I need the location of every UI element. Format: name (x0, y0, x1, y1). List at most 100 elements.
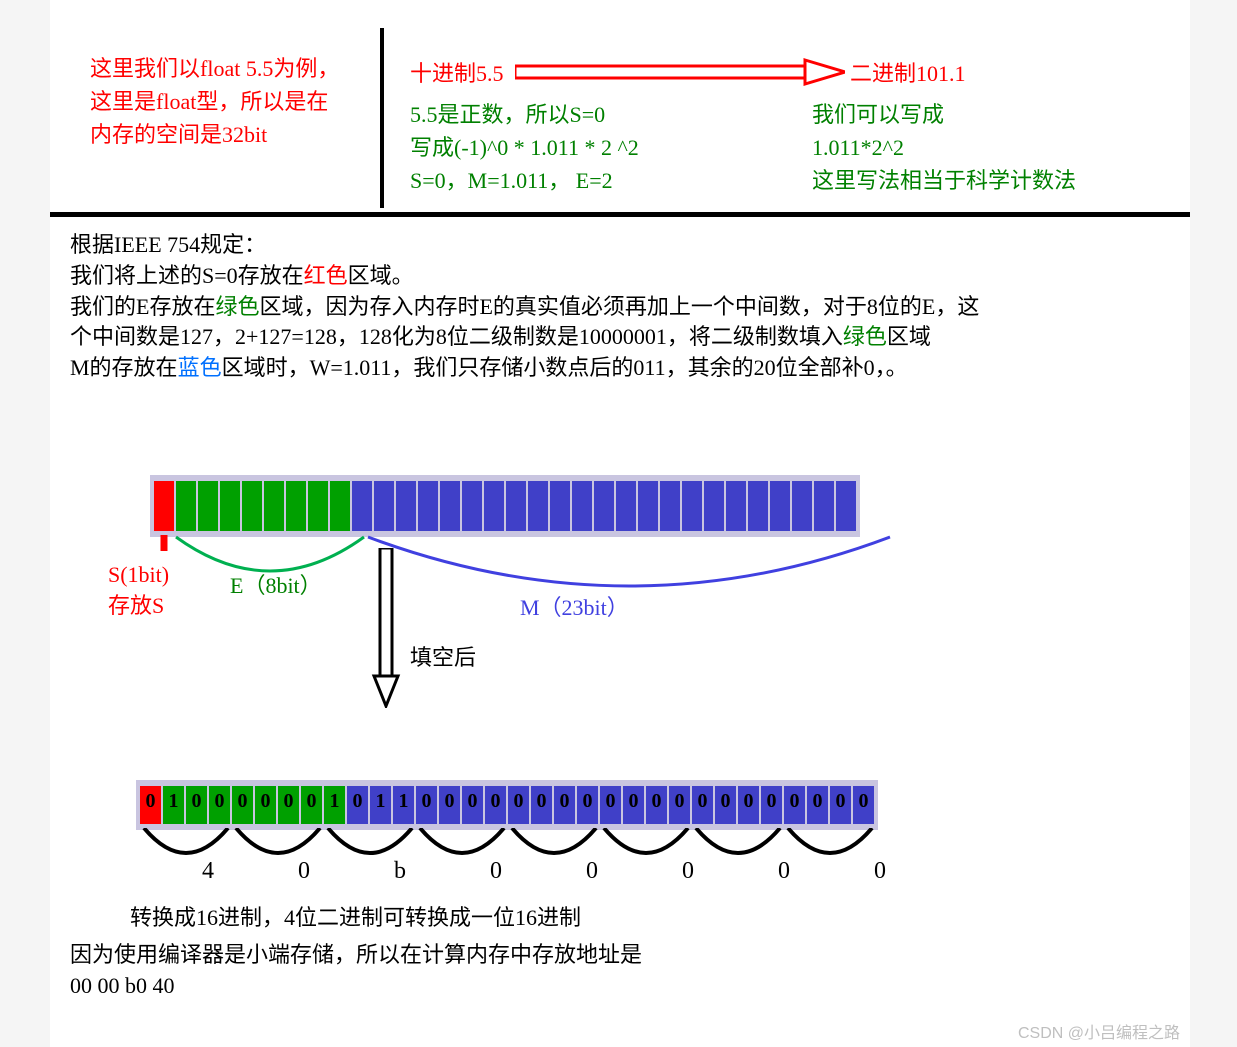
bit-cell: 0 (830, 786, 851, 824)
conversion-arrow-icon (515, 58, 845, 88)
bit-cell (352, 481, 372, 531)
bit-layout-diagram (150, 475, 860, 537)
hex-digit: 0 (544, 858, 640, 885)
bit-cell: 0 (232, 786, 253, 824)
m-bit-label: M（23bit） (520, 590, 629, 622)
bit-value: 0 (715, 790, 736, 813)
bit-value: 0 (669, 790, 690, 813)
bit-value: 0 (439, 790, 460, 813)
bottom-line-3: 00 00 b0 40 (70, 973, 175, 998)
bit-cell (726, 481, 746, 531)
vertical-divider (380, 28, 384, 208)
hex-digit: 0 (256, 858, 352, 885)
hex-digit: 0 (640, 858, 736, 885)
bit-value: 0 (692, 790, 713, 813)
s-label-1: S(1bit) (108, 560, 169, 591)
bit-value: 0 (761, 790, 782, 813)
bit-cell (704, 481, 724, 531)
p3b-green: 绿色 (215, 294, 259, 319)
bit-cell (154, 481, 174, 531)
mid-line-3: S=0，M=1.011， E=2 (410, 164, 639, 197)
bit-cell: 0 (646, 786, 667, 824)
bit-cell: 1 (370, 786, 391, 824)
bit-cell: 0 (439, 786, 460, 824)
bit-value: 1 (163, 790, 184, 813)
bit-cell (330, 481, 350, 531)
hex-conversion-note: 转换成16进制，4位二进制可转换成一位16进制 (130, 900, 581, 932)
bit-cell (638, 481, 658, 531)
p3e: 区域 (887, 324, 931, 349)
fill-after-label: 填空后 (410, 640, 476, 672)
hex-digit: 0 (736, 858, 832, 885)
right-line-3: 这里写法相当于科学计数法 (812, 164, 1076, 197)
p4a: M的存放在 (70, 355, 178, 380)
p3a: 我们的E存放在 (70, 294, 215, 319)
p3d-green: 绿色 (843, 324, 887, 349)
bit-cell (440, 481, 460, 531)
p2a: 我们将上述的S=0存放在 (70, 263, 304, 288)
bit-value: 1 (370, 790, 391, 813)
bit-value: 0 (807, 790, 828, 813)
bit-cell: 0 (186, 786, 207, 824)
right-line-1: 我们可以写成 (812, 98, 1076, 131)
decimal-title: 十进制5.5 (410, 56, 504, 88)
bit-cell: 0 (577, 786, 598, 824)
bit-value: 0 (738, 790, 759, 813)
right-line-2: 1.011*2^2 (812, 131, 1076, 164)
mid-line-2: 写成(-1)^0 * 1.011 * 2 ^2 (410, 131, 639, 164)
bit-value: 1 (324, 790, 345, 813)
horizontal-divider (50, 212, 1190, 217)
bit-cell: 0 (853, 786, 874, 824)
bit-cell: 0 (692, 786, 713, 824)
bit-cell: 0 (209, 786, 230, 824)
hex-digit: 4 (160, 858, 256, 885)
bit-value: 0 (830, 790, 851, 813)
bit-cell (418, 481, 438, 531)
bit-cell (286, 481, 306, 531)
bit-value: 0 (186, 790, 207, 813)
s-label-2: 存放S (108, 591, 169, 622)
bit-cell: 0 (347, 786, 368, 824)
bit-cell: 0 (531, 786, 552, 824)
p2b-red: 红色 (304, 263, 348, 288)
bit-cell (264, 481, 284, 531)
bit-value: 0 (485, 790, 506, 813)
bit-cell (176, 481, 196, 531)
bit-cell (814, 481, 834, 531)
bit-cell (220, 481, 240, 531)
bit-cell: 0 (738, 786, 759, 824)
bit-value: 0 (508, 790, 529, 813)
little-endian-note: 因为使用编译器是小端存储，所以在计算内存中存放地址是 00 00 b0 40 (70, 940, 642, 1002)
bit-cell: 0 (554, 786, 575, 824)
left-description: 这里我们以float 5.5为例，这里是float型，所以是在内存的空间是32b… (90, 28, 350, 198)
bit-cell (484, 481, 504, 531)
bit-cell: 0 (462, 786, 483, 824)
e-bit-label: E（8bit） (230, 568, 322, 600)
bit-cell: 0 (784, 786, 805, 824)
bit-cell: 1 (393, 786, 414, 824)
bit-cell (682, 481, 702, 531)
mid-formula-lines: 5.5是正数，所以S=0 写成(-1)^0 * 1.011 * 2 ^2 S=0… (410, 98, 639, 197)
bit-value: 0 (600, 790, 621, 813)
bit-cell: 0 (255, 786, 276, 824)
bit-cell: 0 (600, 786, 621, 824)
bottom-line-2: 因为使用编译器是小端存储，所以在计算内存中存放地址是 (70, 942, 642, 967)
bit-value: 0 (416, 790, 437, 813)
bit-cell (572, 481, 592, 531)
bit-value: 0 (347, 790, 368, 813)
hex-digit-row: 40b00000 (160, 858, 928, 885)
bit-value: 0 (554, 790, 575, 813)
p1: 根据IEEE 754规定： (70, 232, 266, 257)
bit-cell (836, 481, 856, 531)
bit-cell: 1 (163, 786, 184, 824)
hex-digit: b (352, 858, 448, 885)
bit-value: 0 (623, 790, 644, 813)
bit-cell: 0 (715, 786, 736, 824)
mid-line-1: 5.5是正数，所以S=0 (410, 98, 639, 131)
bit-cell (506, 481, 526, 531)
bit-cell: 0 (669, 786, 690, 824)
bit-cell (374, 481, 394, 531)
page: 这里我们以float 5.5为例，这里是float型，所以是在内存的空间是32b… (50, 0, 1190, 1047)
bit-value: 0 (255, 790, 276, 813)
bit-cell (748, 481, 768, 531)
